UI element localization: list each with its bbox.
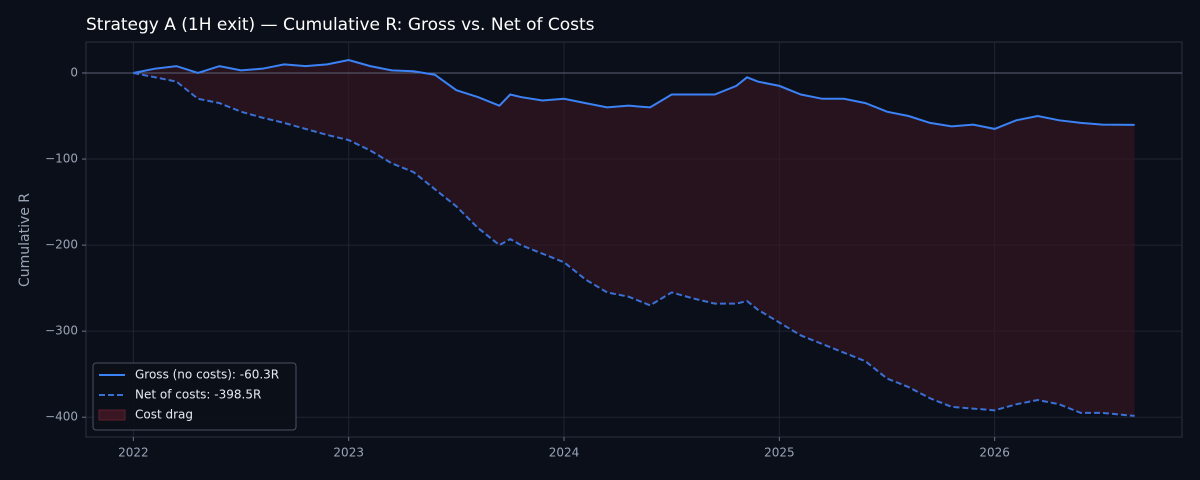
legend-label: Gross (no costs): -60.3R (135, 368, 279, 382)
series-line (133, 59, 1135, 130)
x-tick-label: 2025 (764, 446, 795, 460)
legend-box (92, 362, 297, 431)
legend-label: Net of costs: -398.5R (135, 388, 261, 402)
x-tick-label: 2026 (979, 446, 1010, 460)
y-tick-label: −400 (45, 410, 78, 424)
x-tick-label: 2024 (549, 446, 580, 460)
x-tick-label: 2023 (333, 446, 364, 460)
y-tick-label: −100 (45, 152, 78, 166)
chart-title: Strategy A (1H exit) — Cumulative R: Gro… (86, 15, 595, 35)
x-tick-label: 2022 (118, 446, 149, 460)
y-axis-label: Cumulative R (17, 193, 33, 287)
cost-drag-area (133, 60, 1135, 416)
y-tick-label: 0 (70, 65, 78, 79)
y-tick-label: −200 (45, 238, 78, 252)
series-line (133, 71, 1135, 417)
legend-label: Cost drag (135, 408, 193, 422)
y-tick-label: −300 (45, 324, 78, 338)
legend-swatch (98, 409, 126, 421)
